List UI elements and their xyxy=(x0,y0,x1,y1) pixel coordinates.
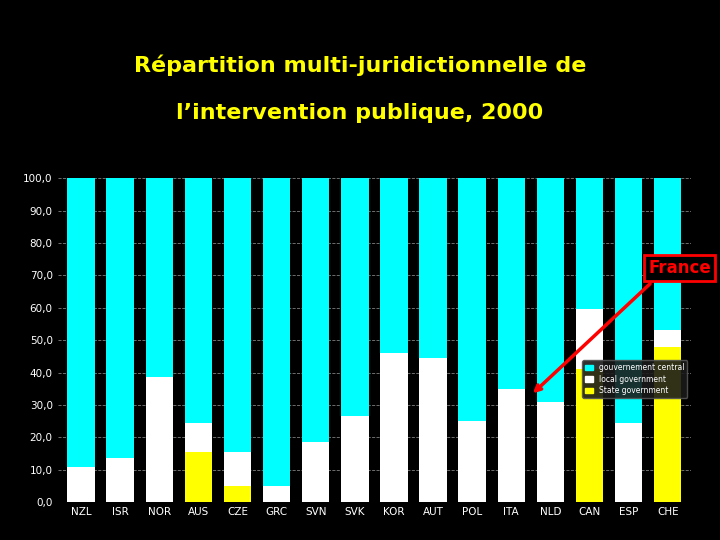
Bar xyxy=(459,421,486,502)
Bar xyxy=(263,178,290,486)
Bar xyxy=(380,353,408,502)
Bar xyxy=(107,458,134,502)
Bar xyxy=(68,178,95,467)
Bar xyxy=(536,178,564,402)
Text: Répartition multi-juridictionnelle de: Répartition multi-juridictionnelle de xyxy=(134,54,586,76)
Bar xyxy=(145,178,173,377)
Bar xyxy=(263,486,290,502)
Bar xyxy=(576,178,603,309)
Bar xyxy=(654,178,681,330)
Bar xyxy=(68,467,95,502)
Bar xyxy=(615,178,642,423)
Bar xyxy=(654,347,681,502)
Text: France: France xyxy=(648,259,711,277)
Text: l’intervention publique, 2000: l’intervention publique, 2000 xyxy=(176,103,544,124)
Bar xyxy=(145,377,173,502)
Bar xyxy=(536,402,564,502)
Bar xyxy=(459,178,486,421)
Bar xyxy=(224,486,251,502)
Bar xyxy=(341,416,369,502)
Bar xyxy=(576,309,603,369)
Bar xyxy=(498,178,525,389)
Bar xyxy=(419,178,446,358)
Bar xyxy=(224,178,251,452)
Bar xyxy=(654,330,681,347)
Bar xyxy=(498,389,525,502)
Bar xyxy=(419,358,446,502)
Bar xyxy=(185,423,212,452)
Bar xyxy=(107,178,134,458)
Bar xyxy=(380,178,408,353)
Bar xyxy=(302,442,330,502)
Bar xyxy=(185,452,212,502)
Legend: gouvernement central, local government, State government: gouvernement central, local government, … xyxy=(582,360,688,398)
Bar xyxy=(341,178,369,416)
Bar xyxy=(185,178,212,423)
Bar xyxy=(302,178,330,442)
Bar xyxy=(615,423,642,502)
Bar xyxy=(224,452,251,486)
Bar xyxy=(576,369,603,502)
